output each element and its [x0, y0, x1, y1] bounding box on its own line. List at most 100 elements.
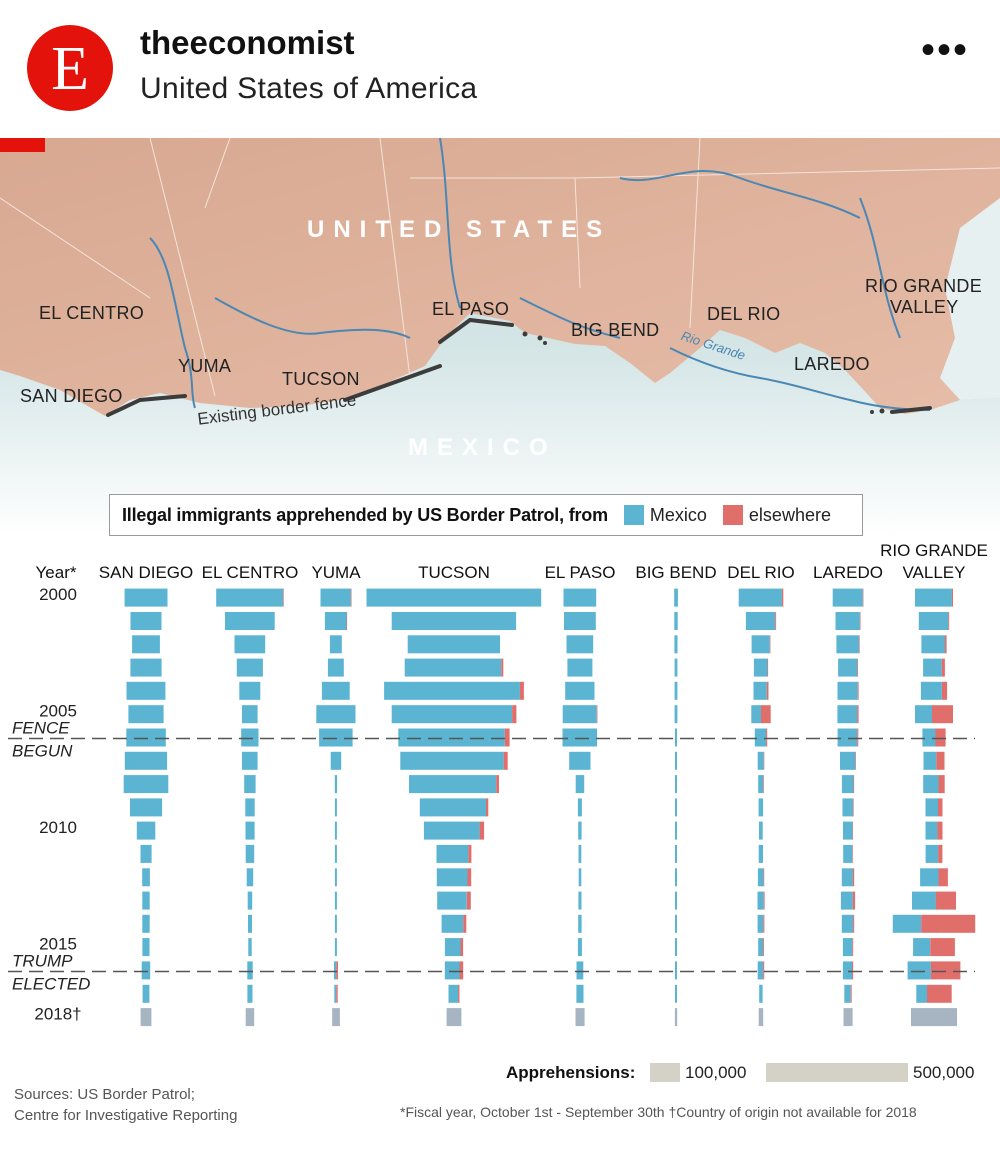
bar-mexico-yuma-2005 — [316, 705, 356, 724]
bar-total-big-bend-2018 — [674, 1008, 678, 1027]
bar-mexico-el-centro-2010 — [245, 821, 255, 840]
label-united-states: UNITED STATES — [307, 216, 612, 243]
bar-mexico-laredo-2002 — [836, 635, 860, 654]
sources-note: Sources: US Border Patrol; Centre for In… — [14, 1084, 237, 1126]
bar-mexico-rio-grande-valley-2002 — [921, 635, 945, 654]
bar-total-san-diego-2018 — [140, 1008, 152, 1027]
bar-mexico-rio-grande-valley-2010 — [925, 821, 938, 840]
bar-elsewhere-rio-grande-valley-2005 — [932, 705, 953, 724]
bar-mexico-el-paso-2008 — [575, 775, 585, 794]
bar-mexico-el-paso-2003 — [567, 658, 593, 677]
bar-mexico-del-rio-2010 — [759, 821, 763, 840]
bar-mexico-el-centro-2003 — [236, 658, 263, 677]
bar-mexico-big-bend-2016 — [675, 961, 677, 980]
column-header-yuma: YUMA — [311, 563, 361, 582]
more-options-icon[interactable]: ••• — [920, 28, 969, 72]
bar-mexico-laredo-2010 — [843, 821, 853, 840]
bar-total-tucson-2018 — [446, 1008, 462, 1027]
account-name[interactable]: theeconomist — [140, 24, 355, 61]
bar-mexico-san-diego-2005 — [128, 705, 164, 724]
map-label-tucson: TUCSON — [282, 369, 360, 389]
map-label-yuma: YUMA — [178, 356, 232, 376]
bar-mexico-el-centro-2013 — [247, 891, 253, 910]
bar-mexico-yuma-2008 — [334, 775, 338, 794]
bar-mexico-big-bend-2001 — [674, 612, 678, 630]
bar-mexico-rio-grande-valley-2012 — [920, 868, 939, 887]
bar-mexico-san-diego-2001 — [130, 612, 162, 630]
border-fence-line — [106, 317, 932, 417]
bar-mexico-el-paso-2000 — [563, 588, 597, 607]
bar-mexico-yuma-2011 — [334, 844, 337, 863]
bar-mexico-del-rio-2005 — [751, 705, 761, 724]
bar-mexico-tucson-2004 — [384, 681, 520, 700]
us-land — [0, 138, 1000, 416]
bar-elsewhere-rio-grande-valley-2010 — [937, 821, 943, 840]
bar-mexico-tucson-2005 — [391, 705, 513, 724]
year-label-2015: 2015 — [39, 935, 77, 954]
account-avatar[interactable]: E — [27, 25, 113, 111]
bar-elsewhere-del-rio-2001 — [775, 612, 777, 630]
column-header-tucson: TUCSON — [418, 563, 490, 582]
bar-elsewhere-rio-grande-valley-2001 — [948, 612, 950, 630]
bar-mexico-del-rio-2004 — [753, 681, 767, 700]
bar-elsewhere-rio-grande-valley-2016 — [930, 961, 961, 980]
bar-elsewhere-laredo-2008 — [853, 775, 855, 794]
bar-mexico-el-centro-2005 — [242, 705, 258, 724]
bar-elsewhere-tucson-2008 — [496, 775, 499, 794]
bar-mexico-san-diego-2009 — [130, 798, 163, 817]
bar-mexico-del-rio-2013 — [757, 891, 764, 910]
bar-elsewhere-yuma-2017 — [336, 984, 338, 1003]
bar-mexico-rio-grande-valley-2014 — [892, 914, 922, 933]
map-label-laredo: LAREDO — [794, 354, 870, 374]
bar-mexico-del-rio-2011 — [758, 844, 763, 863]
bar-mexico-rio-grande-valley-2007 — [923, 751, 937, 770]
bar-elsewhere-rio-grande-valley-2004 — [942, 681, 948, 700]
bar-mexico-el-paso-2006 — [562, 728, 598, 747]
bar-elsewhere-rio-grande-valley-2003 — [941, 658, 945, 677]
bar-mexico-el-paso-2002 — [566, 635, 594, 654]
bar-mexico-laredo-2000 — [832, 588, 863, 607]
bar-mexico-big-bend-2008 — [675, 775, 677, 794]
year-label-2005: 2005 — [39, 702, 77, 721]
bar-mexico-el-centro-2011 — [245, 844, 255, 863]
bar-mexico-el-centro-2002 — [234, 635, 266, 654]
bar-elsewhere-del-rio-2002 — [769, 635, 771, 654]
bar-elsewhere-yuma-2000 — [350, 588, 352, 607]
bar-mexico-big-bend-2004 — [674, 681, 678, 700]
bar-mexico-rio-grande-valley-2006 — [922, 728, 936, 747]
scale-swatch-500000 — [766, 1063, 908, 1082]
bar-mexico-tucson-2001 — [391, 612, 517, 630]
bar-elsewhere-tucson-2015 — [460, 938, 464, 957]
bar-elsewhere-yuma-2001 — [346, 612, 348, 630]
bar-mexico-big-bend-2003 — [674, 658, 678, 677]
bar-mexico-san-diego-2007 — [124, 751, 168, 770]
bar-mexico-rio-grande-valley-2008 — [923, 775, 939, 794]
bar-elsewhere-el-paso-2005 — [596, 705, 598, 724]
post-location[interactable]: United States of America — [140, 72, 478, 105]
bar-mexico-del-rio-2002 — [751, 635, 770, 654]
bar-mexico-el-centro-2006 — [241, 728, 259, 747]
bar-mexico-el-paso-2009 — [577, 798, 582, 817]
bar-elsewhere-del-rio-2013 — [763, 891, 765, 910]
bar-mexico-del-rio-2001 — [745, 612, 776, 630]
bar-mexico-el-centro-2016 — [247, 961, 253, 980]
scale-swatch-100000 — [650, 1063, 680, 1082]
bar-mexico-rio-grande-valley-2001 — [918, 612, 949, 630]
bar-mexico-laredo-2014 — [841, 914, 854, 933]
chart-legend: Illegal immigrants apprehended by US Bor… — [109, 494, 863, 536]
bar-mexico-el-centro-2008 — [244, 775, 256, 794]
bar-mexico-tucson-2000 — [366, 588, 542, 607]
fence-dots — [522, 331, 885, 414]
bar-elsewhere-tucson-2012 — [467, 868, 472, 887]
bar-mexico-laredo-2009 — [842, 798, 853, 817]
bar-mexico-del-rio-2008 — [758, 775, 764, 794]
bar-elsewhere-rio-grande-valley-2002 — [944, 635, 947, 654]
legend-swatch-elsewhere — [722, 505, 743, 525]
bar-elsewhere-laredo-2003 — [857, 658, 858, 677]
bar-mexico-el-paso-2010 — [578, 821, 582, 840]
bar-mexico-tucson-2008 — [409, 775, 497, 794]
bar-mexico-rio-grande-valley-2017 — [916, 984, 928, 1003]
bar-mexico-laredo-2005 — [837, 705, 858, 724]
apprehensions-chart: Year* SAN DIEGO EL CENTRO YUMA TUCSON EL PASO… — [8, 541, 988, 1027]
bar-mexico-big-bend-2015 — [675, 938, 677, 957]
